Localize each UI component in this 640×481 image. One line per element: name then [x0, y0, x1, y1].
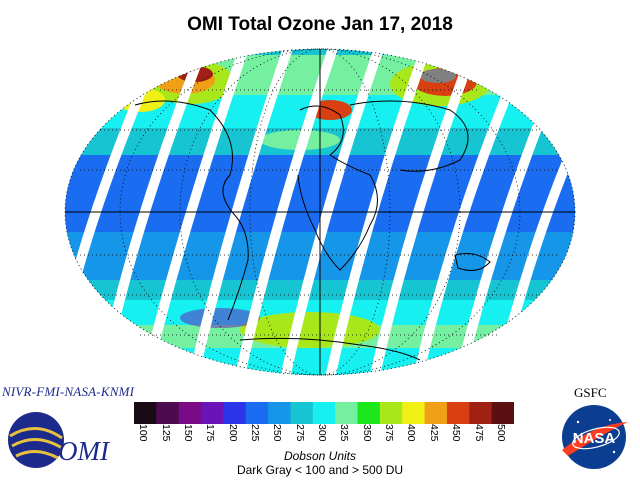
- colorbar-tick-label: 200: [226, 424, 239, 442]
- colorbar-tick-label: 400: [405, 424, 418, 442]
- colorbar-swatch: [446, 402, 470, 424]
- colorbar-tick-label: 375: [383, 424, 396, 442]
- colorbar-swatch: [335, 402, 359, 424]
- colorbar-tick-label: 100: [137, 424, 150, 442]
- colorbar-swatch: [491, 402, 515, 424]
- colorbar-swatch: [178, 402, 202, 424]
- nasa-logo-text: NASA: [573, 430, 616, 447]
- colorbar-tick-label: 275: [293, 424, 306, 442]
- colorbar-tick-label: 250: [271, 424, 284, 442]
- colorbar-swatch: [268, 402, 291, 424]
- map-title: OMI Total Ozone Jan 17, 2018: [187, 14, 453, 35]
- colorbar-tick-label: 475: [472, 424, 485, 442]
- omi-logo: [6, 400, 116, 476]
- range-note: Dark Gray < 100 and > 500 DU: [236, 463, 404, 477]
- colorbar-swatch: [379, 402, 403, 424]
- colorbar-swatch: [223, 402, 247, 424]
- nasa-logo: NASA: [556, 402, 632, 472]
- colorbar-tick-label: 350: [360, 424, 373, 442]
- colorbar-tick-label: 225: [248, 424, 261, 442]
- colorbar: [134, 402, 515, 429]
- colorbar-tick-label: 175: [204, 424, 217, 442]
- omi-logo-text: OMI: [58, 436, 109, 466]
- units-label: Dobson Units: [283, 449, 357, 463]
- colorbar-tick-label: 450: [450, 424, 463, 442]
- gsfc-label: GSFC: [574, 385, 607, 400]
- colorbar-swatch: [357, 402, 381, 424]
- colorbar-tick-label: 325: [338, 424, 351, 442]
- colorbar-swatch: [134, 402, 157, 424]
- colorbar-swatch: [312, 402, 336, 424]
- colorbar-swatch: [469, 402, 493, 424]
- colorbar-swatch: [201, 402, 224, 424]
- colorbar-ticks: 100 125 150 175 200 225 250 275 300 325 350 375 400 4…: [134, 424, 514, 450]
- colorbar-tick-label: 125: [159, 424, 172, 442]
- colorbar-tick-label: 500: [494, 424, 507, 442]
- colorbar-swatch: [245, 402, 269, 424]
- colorbar-tick-label: 425: [427, 424, 440, 442]
- colorbar-tick-label: 300: [316, 424, 328, 442]
- colorbar-swatch: [402, 402, 426, 424]
- colorbar-swatch: [290, 402, 314, 424]
- colorbar-tick-label: 150: [181, 424, 194, 442]
- colorbar-swatch: [156, 402, 180, 424]
- ozone-map: [64, 48, 576, 376]
- partners-credit: NIVR-FMI-NASA-KNMI: [2, 384, 135, 399]
- colorbar-swatch: [424, 402, 448, 424]
